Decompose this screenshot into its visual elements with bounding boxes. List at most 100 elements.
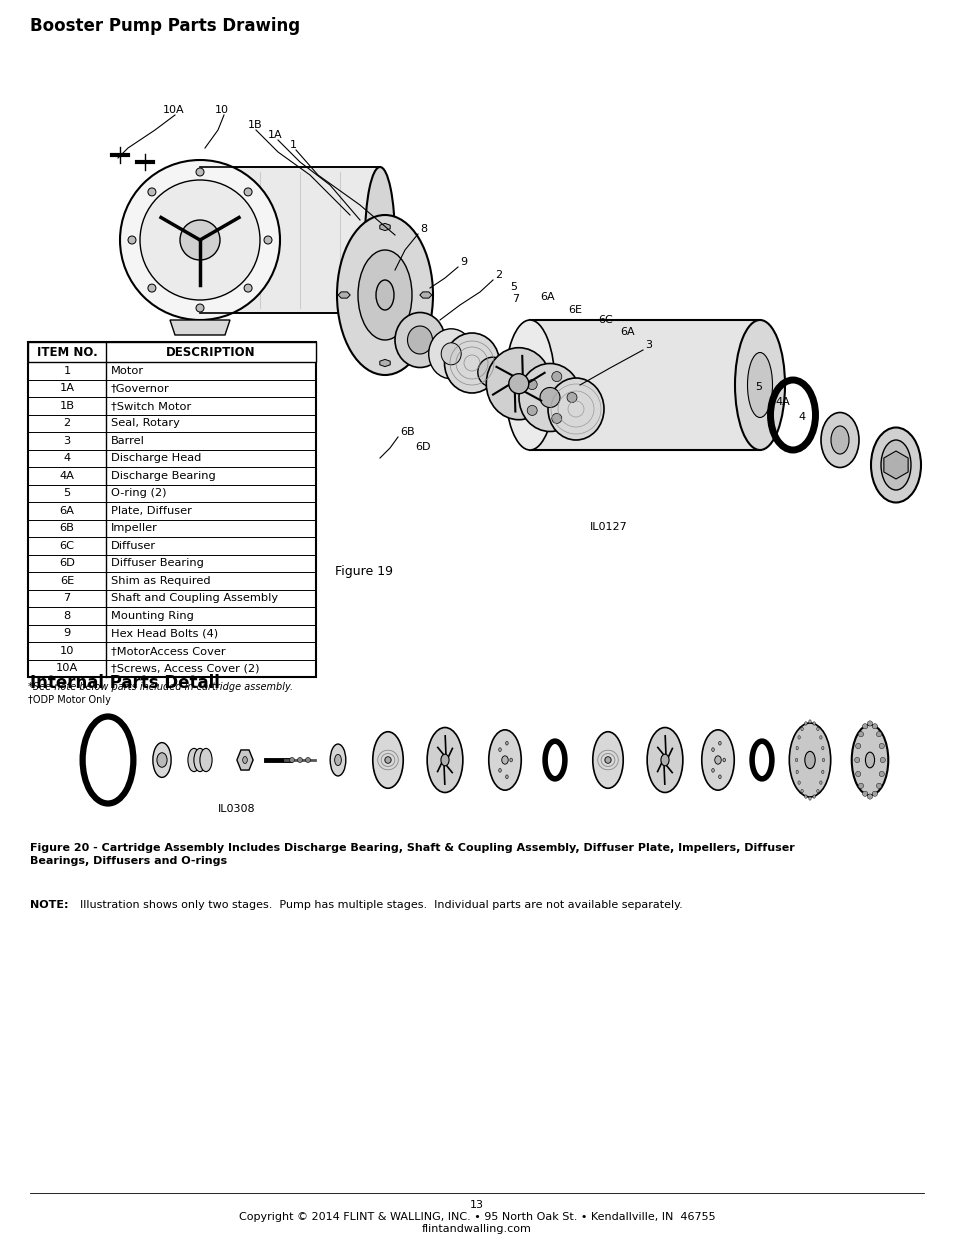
- Text: 8: 8: [63, 611, 71, 621]
- Ellipse shape: [188, 748, 200, 772]
- Text: Copyright © 2014 FLINT & WALLING, INC. • 95 North Oak St. • Kendallville, IN  46: Copyright © 2014 FLINT & WALLING, INC. •…: [238, 1212, 715, 1221]
- Ellipse shape: [711, 768, 714, 772]
- Ellipse shape: [330, 743, 345, 776]
- Polygon shape: [882, 451, 907, 479]
- Ellipse shape: [428, 329, 474, 379]
- Text: 4A: 4A: [774, 396, 789, 408]
- Circle shape: [148, 188, 155, 196]
- Text: 1B: 1B: [248, 120, 262, 130]
- Ellipse shape: [819, 736, 821, 739]
- Text: 9: 9: [459, 257, 467, 267]
- Ellipse shape: [880, 440, 910, 490]
- Text: O-ring (2): O-ring (2): [111, 488, 167, 498]
- Polygon shape: [379, 224, 390, 231]
- Ellipse shape: [821, 746, 823, 750]
- Bar: [200, 167, 379, 312]
- Polygon shape: [379, 359, 390, 367]
- Circle shape: [297, 757, 302, 762]
- Text: Diffuser Bearing: Diffuser Bearing: [111, 558, 204, 568]
- Ellipse shape: [800, 727, 802, 731]
- Ellipse shape: [864, 752, 874, 768]
- Text: 2: 2: [495, 270, 501, 280]
- Polygon shape: [338, 291, 350, 298]
- Ellipse shape: [518, 363, 580, 431]
- Text: 6A: 6A: [539, 291, 554, 303]
- Ellipse shape: [427, 727, 462, 793]
- Circle shape: [148, 284, 155, 293]
- Circle shape: [264, 236, 272, 245]
- Text: †Switch Motor: †Switch Motor: [111, 400, 191, 411]
- Circle shape: [858, 731, 862, 737]
- Ellipse shape: [821, 758, 823, 762]
- Text: Shim as Required: Shim as Required: [111, 576, 211, 585]
- Ellipse shape: [660, 755, 668, 766]
- Ellipse shape: [701, 730, 734, 790]
- Circle shape: [539, 388, 559, 408]
- Text: Impeller: Impeller: [111, 524, 157, 534]
- Circle shape: [566, 393, 577, 403]
- Text: Figure 20 - Cartridge Assembly Includes Discharge Bearing, Shaft & Coupling Asse: Figure 20 - Cartridge Assembly Includes …: [30, 844, 794, 866]
- Text: 10A: 10A: [163, 105, 185, 115]
- Ellipse shape: [804, 751, 814, 768]
- Text: 9: 9: [63, 629, 71, 638]
- Text: Barrel: Barrel: [111, 436, 145, 446]
- Ellipse shape: [365, 167, 395, 312]
- Text: 3: 3: [63, 436, 71, 446]
- Ellipse shape: [509, 758, 512, 762]
- Ellipse shape: [395, 312, 444, 368]
- Circle shape: [879, 743, 883, 748]
- Circle shape: [289, 757, 294, 762]
- Ellipse shape: [711, 747, 714, 751]
- Ellipse shape: [718, 774, 720, 778]
- Ellipse shape: [505, 774, 508, 778]
- Ellipse shape: [592, 731, 622, 788]
- Text: 3: 3: [644, 340, 651, 350]
- Text: 1A: 1A: [268, 130, 282, 140]
- Bar: [530, 320, 760, 450]
- Ellipse shape: [120, 161, 280, 320]
- Ellipse shape: [407, 326, 432, 354]
- Text: Discharge Bearing: Discharge Bearing: [111, 471, 215, 480]
- Text: †Governor: †Governor: [111, 383, 170, 393]
- Bar: [28, 342, 315, 677]
- Text: Illustration shows only two stages.  Pump has multiple stages.  Individual parts: Illustration shows only two stages. Pump…: [80, 900, 682, 910]
- Ellipse shape: [498, 747, 500, 751]
- Text: †MotorAccess Cover: †MotorAccess Cover: [111, 646, 226, 656]
- Ellipse shape: [547, 378, 603, 440]
- Ellipse shape: [373, 731, 403, 788]
- Text: 6D: 6D: [59, 558, 75, 568]
- Circle shape: [858, 783, 862, 788]
- Text: *See note below parts included in cartridge assembly.: *See note below parts included in cartri…: [28, 682, 293, 692]
- Ellipse shape: [747, 352, 772, 417]
- Ellipse shape: [385, 757, 391, 763]
- Text: 4: 4: [63, 453, 71, 463]
- Ellipse shape: [830, 426, 848, 454]
- Bar: [28, 342, 315, 362]
- Ellipse shape: [193, 748, 206, 772]
- Ellipse shape: [498, 768, 500, 772]
- Circle shape: [866, 721, 872, 726]
- Circle shape: [551, 414, 561, 424]
- Text: 6D: 6D: [415, 442, 430, 452]
- Ellipse shape: [795, 746, 798, 750]
- Ellipse shape: [486, 348, 551, 420]
- Text: 6C: 6C: [598, 315, 612, 325]
- Ellipse shape: [788, 722, 830, 797]
- Circle shape: [195, 304, 204, 312]
- Ellipse shape: [870, 427, 920, 503]
- Text: 1B: 1B: [59, 400, 74, 411]
- Ellipse shape: [722, 758, 724, 762]
- Ellipse shape: [156, 753, 167, 767]
- Text: Internal Parts Detail: Internal Parts Detail: [30, 674, 219, 692]
- Text: 1: 1: [63, 366, 71, 375]
- Text: 4A: 4A: [59, 471, 74, 480]
- Ellipse shape: [440, 755, 449, 766]
- Text: IL0308: IL0308: [218, 804, 255, 814]
- Ellipse shape: [734, 320, 784, 450]
- Circle shape: [195, 168, 204, 177]
- Circle shape: [871, 724, 877, 729]
- Text: Discharge Head: Discharge Head: [111, 453, 201, 463]
- Text: Booster Pump Parts Drawing: Booster Pump Parts Drawing: [30, 17, 300, 35]
- Text: Hex Head Bolts (4): Hex Head Bolts (4): [111, 629, 218, 638]
- Circle shape: [244, 284, 252, 293]
